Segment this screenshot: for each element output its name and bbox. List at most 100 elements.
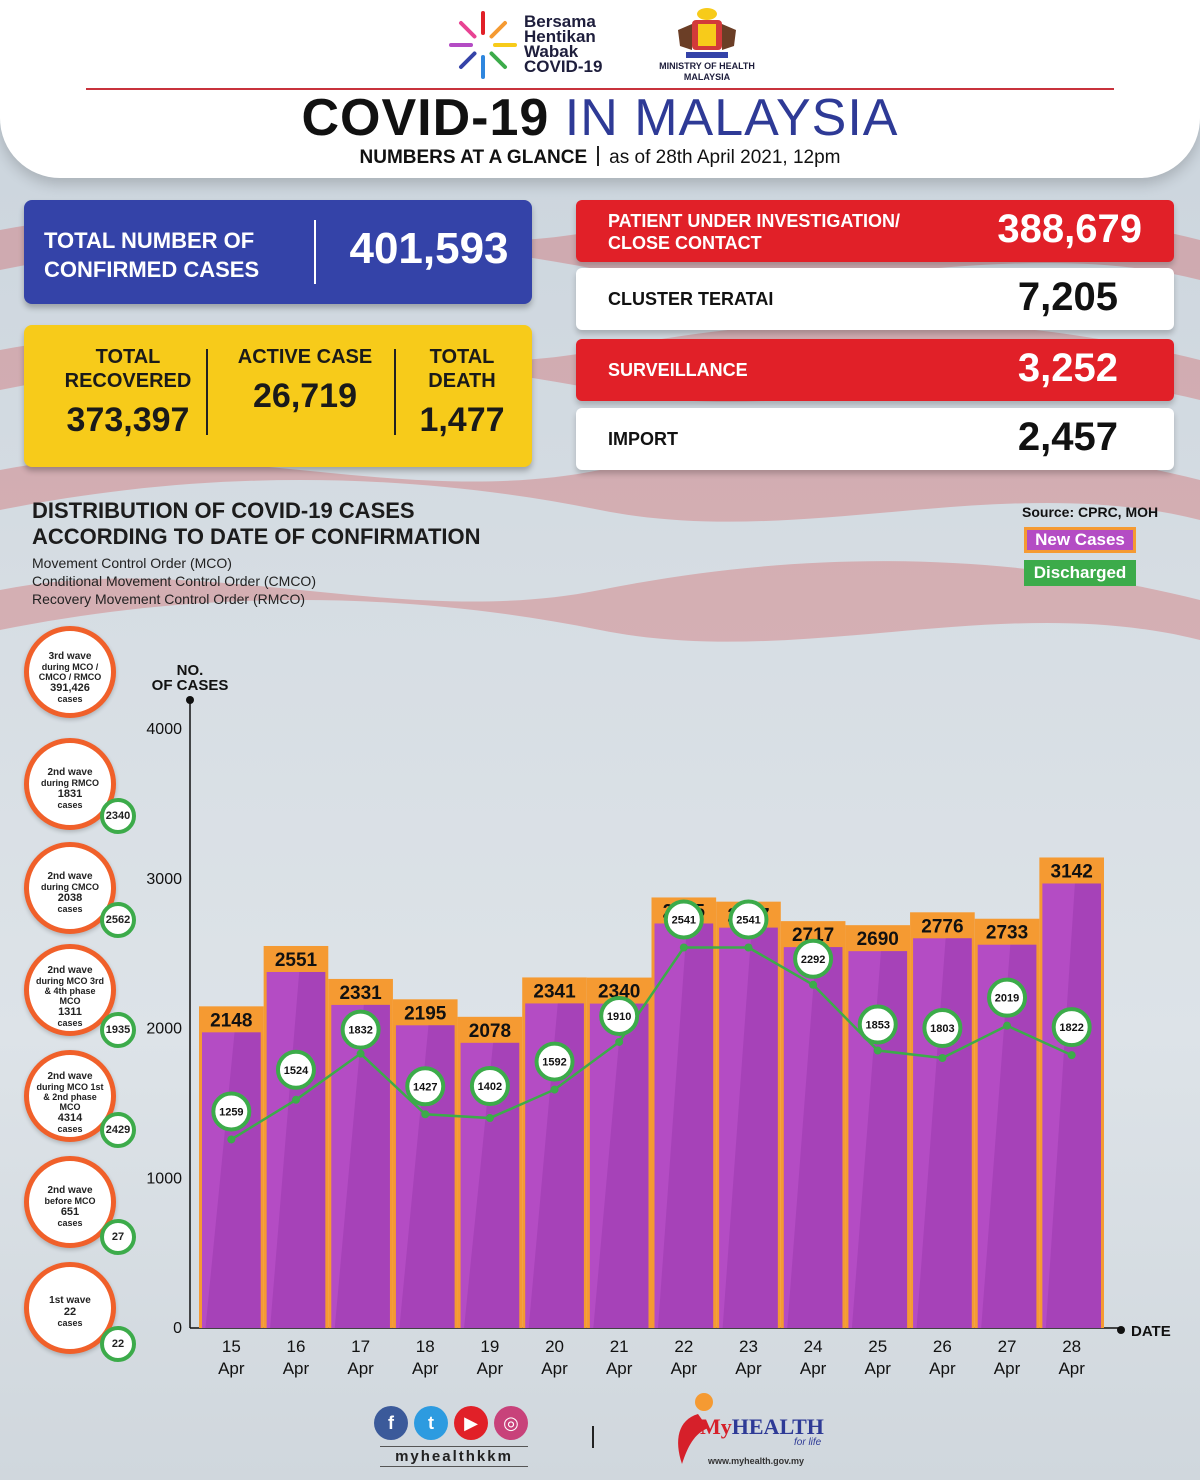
x-tick-month: Apr [218, 1359, 245, 1378]
cluster-label: CLUSTER TERATAI [608, 289, 774, 309]
campaign-line: Bersama [524, 12, 596, 31]
wave-unit: cases [57, 1018, 83, 1028]
myhealth-url[interactable]: www.myhealth.gov.my [708, 1456, 805, 1466]
stat-recovered: TOTAL RECOVERED 373,397 [38, 345, 218, 440]
x-tick-day: 25 [868, 1337, 887, 1356]
x-tick-day: 23 [739, 1337, 758, 1356]
wave-discharged-badge: 2340 [100, 798, 136, 834]
discharged-bubble [405, 1066, 446, 1107]
x-tick-month: Apr [929, 1359, 956, 1378]
x-tick-month: Apr [800, 1359, 827, 1378]
x-tick-month: Apr [1058, 1359, 1085, 1378]
instagram-icon[interactable]: ◎ [494, 1406, 528, 1440]
discharged-bubble [857, 1004, 898, 1045]
bar-value-label: 3142 [1051, 861, 1093, 882]
wave-unit: cases [57, 1124, 83, 1134]
discharged-value-label: 1524 [284, 1065, 309, 1077]
bar-shade [399, 1025, 455, 1328]
y-axis-title: OF CASES [152, 677, 229, 694]
distribution-title-line: DISTRIBUTION OF COVID-19 CASES [32, 498, 415, 523]
myhealth-brand: MyHEALTH [700, 1414, 824, 1440]
discharged-point [873, 1046, 882, 1055]
bar-value-label: 2340 [598, 982, 640, 1003]
wave-desc: during MCO 3rd & 4th phase MCO [36, 976, 104, 1006]
ministry-line: MINISTRY OF HEALTH [659, 61, 755, 71]
x-tick-month: Apr [671, 1359, 698, 1378]
bar-value-label: 2078 [469, 1021, 511, 1042]
bar-value-label: 2551 [275, 950, 318, 971]
bar-shade [334, 1004, 390, 1328]
stat-active: ACTIVE CASE 26,719 [230, 345, 380, 416]
discharged-point [744, 943, 753, 952]
twitter-icon[interactable]: t [414, 1406, 448, 1440]
legend-new-cases: New Cases [1024, 527, 1136, 553]
campaign-text: Bersama Hentikan Wabak COVID-19 [524, 12, 634, 76]
x-tick-month: Apr [347, 1359, 374, 1378]
wave-unit: cases [57, 904, 83, 914]
discharged-bubble [728, 899, 769, 940]
discharged-point [356, 1049, 365, 1058]
y-axis-end-dot [186, 696, 194, 704]
confirmed-value: 401,593 [349, 224, 509, 273]
y-tick-label: 1000 [146, 1170, 182, 1187]
confirmed-cases-box: TOTAL NUMBER OF CONFIRMED CASES 401,593 [24, 200, 532, 304]
campaign-line: COVID-19 [524, 57, 603, 76]
y-tick-label: 0 [173, 1320, 182, 1337]
discharged-point [938, 1054, 947, 1063]
source-note: Source: CPRC, MOH [1022, 504, 1159, 520]
wave-discharged-badge: 2562 [100, 902, 136, 938]
x-axis-title: DATE [1131, 1323, 1171, 1340]
header-banner: Bersama Hentikan Wabak COVID-19 MINISTRY… [0, 0, 1200, 178]
discharged-point [1067, 1051, 1076, 1060]
discharged-value-label: 2541 [672, 914, 696, 926]
campaign-line: Hentikan [524, 27, 596, 46]
x-tick-day: 24 [804, 1337, 823, 1356]
wave-unit: cases [57, 800, 83, 810]
x-axis-end-dot [1117, 1326, 1125, 1334]
bar-shade [464, 1042, 520, 1328]
page-subtitle: NUMBERS AT A GLANCE as of 28th April 2021… [0, 146, 1200, 169]
title-bold: COVID-19 [301, 89, 550, 147]
x-tick-day: 16 [287, 1337, 306, 1356]
bar-value-label: 2148 [210, 1010, 252, 1031]
cluster-value: 7,205 [1017, 275, 1118, 319]
social-handle[interactable]: myhealthkkm [380, 1446, 528, 1467]
wave-desc: during RMCO [41, 778, 99, 788]
brand-health: HEALTH [731, 1414, 824, 1439]
bar-value-label: 2776 [921, 916, 963, 937]
discharged-value-label: 1803 [930, 1023, 954, 1035]
wave-circle: 3rd wave during MCO / CMCO / RMCO 391,42… [24, 626, 116, 718]
discharged-bubble [793, 938, 834, 979]
wave-label: 1st wave [49, 1295, 91, 1306]
x-tick-month: Apr [994, 1359, 1021, 1378]
bar-value-label: 2331 [339, 983, 382, 1004]
x-tick-month: Apr [477, 1359, 504, 1378]
discharged-bubble [1051, 1007, 1092, 1048]
discharged-point [1003, 1021, 1012, 1030]
y-axis-title: NO. [177, 662, 204, 679]
discharged-bubble [275, 1049, 316, 1090]
bar-shade [657, 923, 714, 1328]
title-light: IN MALAYSIA [564, 89, 899, 147]
myhealth-tagline: for life [794, 1437, 822, 1448]
wave-label: 3rd wave [48, 651, 92, 662]
wave-discharged-badge: 22 [100, 1326, 136, 1362]
bar-shade [981, 944, 1037, 1328]
facebook-icon[interactable]: f [374, 1406, 408, 1440]
footer-separator [592, 1426, 594, 1448]
x-tick-day: 27 [998, 1337, 1017, 1356]
discharged-value-label: 1832 [348, 1025, 372, 1037]
bar-shade [722, 927, 778, 1328]
x-tick-month: Apr [865, 1359, 892, 1378]
import-value: 2,457 [1017, 415, 1118, 459]
discharged-bubble [599, 995, 640, 1036]
discharged-point [421, 1110, 430, 1119]
mco-note: Conditional Movement Control Order (CMCO… [32, 573, 316, 589]
summary-stats-box: TOTAL RECOVERED 373,397 ACTIVE CASE 26,7… [24, 325, 532, 467]
x-tick-day: 18 [416, 1337, 435, 1356]
campaign-logo-icon [449, 11, 517, 79]
youtube-icon[interactable]: ▶ [454, 1406, 488, 1440]
discharged-point [485, 1114, 494, 1123]
discharged-value-label: 1910 [607, 1011, 631, 1023]
wave-count: 4314 [57, 1112, 83, 1124]
